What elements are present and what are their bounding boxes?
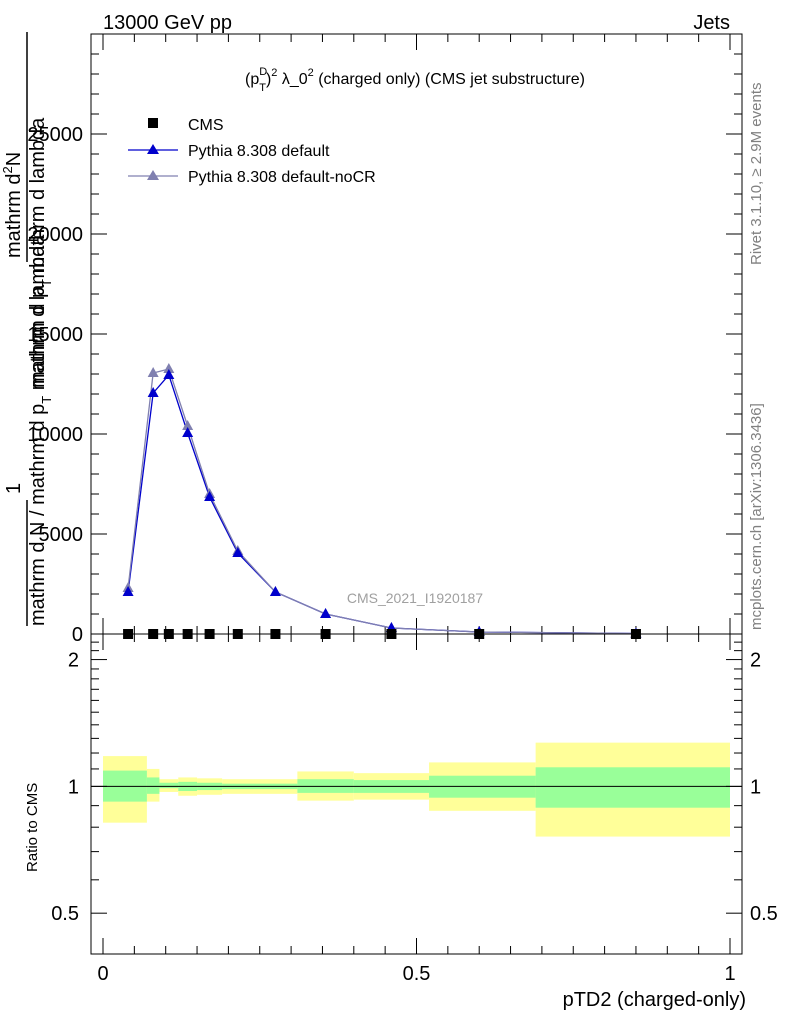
ratio-ytick-label-right: 2 (750, 650, 761, 672)
ratio-ytick-label: 0.5 (51, 903, 79, 925)
data-point-default (204, 491, 216, 501)
legend-marker-cms (148, 118, 158, 128)
data-point-nocr (147, 367, 159, 377)
svg-text:mathrm d N / mathrm d pT mathr: mathrm d N / mathrm d pT mathrm d lambda (27, 234, 54, 626)
svg-text:mathrm d pT mathrm d lambda: mathrm d pT mathrm d lambda (27, 117, 54, 388)
main-title: (pD T)2 λ_02 (charged only) (CMS jet subs… (245, 66, 585, 94)
data-point-default (182, 427, 194, 437)
legend-marker-nocr (147, 170, 159, 180)
svg-text:1: 1 (3, 483, 25, 494)
legend-marker-default (147, 144, 159, 154)
watermark: CMS_2021_I1920187 (347, 590, 483, 606)
main-ylabel: mathrm d2N mathrm d pT mathrm d lambda 1… (0, 32, 54, 626)
main-ytick-label: 0 (72, 624, 83, 646)
ratio-band-green (159, 782, 179, 789)
legend-label-default: Pythia 8.308 default (188, 143, 330, 160)
ratio-ytick-label: 1 (68, 776, 79, 798)
header-process: Jets (693, 12, 730, 34)
ratio-panel: 0.5 0.5 1 1 2 2 0 0.5 1 Ratio to CMS pTD2 (char… (24, 633, 778, 1011)
ratio-ylabel: Ratio to CMS (24, 783, 41, 872)
data-point-nocr (182, 420, 194, 430)
main-ytick-label: 5000 (39, 524, 84, 546)
ratio-band-green (535, 767, 730, 808)
ratio-band-green (146, 777, 160, 794)
xlabel: pTD2 (charged-only) (563, 989, 746, 1011)
ratio-xtick-label: 0 (97, 963, 108, 985)
legend: CMS Pythia 8.308 default Pythia 8.308 de… (128, 117, 376, 186)
svg-text:mathrm d2N: mathrm d2N (0, 152, 25, 258)
ratio-xtick-label: 0.5 (403, 963, 431, 985)
main-ytick-label: 15000 (27, 324, 83, 346)
side-rivet-text: Rivet 3.1.10, ≥ 2.9M events (748, 83, 765, 266)
data-point-default (320, 608, 332, 618)
ratio-xtick-label: 1 (724, 963, 735, 985)
ratio-ytick-label-right: 1 (750, 776, 761, 798)
data-point-nocr (163, 363, 175, 373)
ratio-ytick-label-right: 0.5 (750, 903, 778, 925)
main-ytick-label: 10000 (27, 424, 83, 446)
legend-label-cms: CMS (188, 117, 224, 134)
data-point-default (269, 586, 281, 596)
main-panel: 0 5000 10000 15000 20000 25000 CMS_2021_I1920… (27, 33, 743, 646)
data-point-default (163, 369, 175, 379)
data-point-default (122, 586, 134, 596)
side-mcplots-text: mcplots.cern.ch [arXiv:1306.3436] (748, 403, 765, 630)
main-ytick-label: 20000 (27, 224, 83, 246)
main-ytick-label: 25000 (27, 124, 83, 146)
legend-label-nocr: Pythia 8.308 default-noCR (188, 169, 376, 186)
data-point-default (232, 547, 244, 557)
header-energy: 13000 GeV pp (103, 12, 232, 34)
ratio-ytick-label: 2 (68, 650, 79, 672)
data-point-default (147, 387, 159, 397)
